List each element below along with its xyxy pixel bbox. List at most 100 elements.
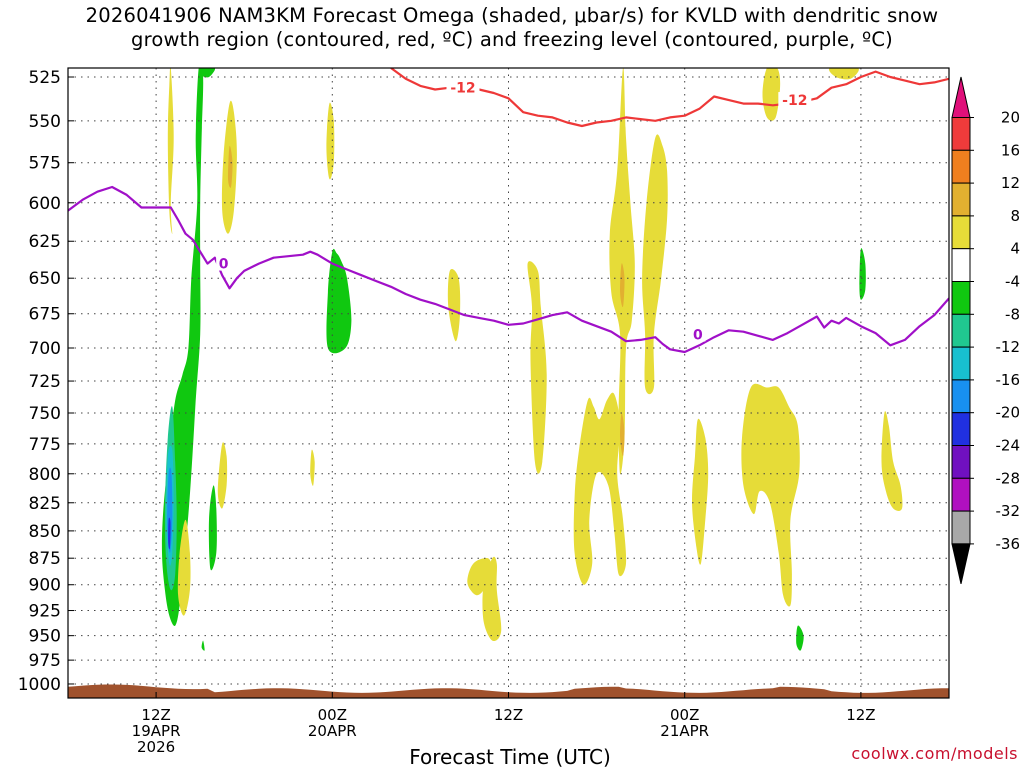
colorbar-bin (951, 379, 971, 414)
colorbar-bin (951, 477, 971, 512)
y-tick-label: 675 (29, 305, 61, 325)
terrain-fill (68, 684, 949, 698)
y-tick-label: 550 (29, 112, 61, 132)
y-tick-label: 625 (29, 232, 61, 252)
freezing-level-label-bg (690, 326, 706, 342)
y-tick-label: 950 (29, 627, 61, 647)
colorbar-bin (951, 215, 971, 250)
colorbar-label: 20 (1001, 109, 1020, 127)
colorbar-label: -4 (1005, 273, 1020, 291)
y-tick-label: 825 (29, 494, 61, 514)
omega-shading (161, 68, 903, 651)
omega-region (573, 392, 627, 585)
omega-region (620, 263, 625, 308)
x-tick-label: 00Z (318, 706, 347, 724)
credit-text: coolwx.com/models (851, 744, 1018, 763)
omega-region (227, 145, 233, 188)
y-tick-label: 1000 (18, 675, 61, 695)
colorbar-bin (951, 281, 971, 315)
colorbar-top-arrow (951, 76, 971, 118)
y-tick-label: 850 (29, 522, 61, 542)
omega-region (217, 442, 228, 509)
colorbar-bin (951, 149, 971, 184)
omega-region (168, 517, 171, 550)
y-tick-label: 900 (29, 576, 61, 596)
dgz-minus12-label: -12 (450, 81, 475, 97)
colorbar-label: 8 (1010, 207, 1020, 225)
colorbar-bin (951, 346, 971, 381)
freezing-level-label-bg (216, 255, 232, 271)
freezing-level-label: 0 (219, 257, 229, 273)
y-tick-label: 525 (29, 68, 61, 88)
omega-region (208, 485, 217, 571)
dgz-minus12-label-bg (778, 92, 812, 108)
y-tick-label: 700 (29, 339, 61, 359)
y-tick-label: 800 (29, 465, 61, 485)
ground-fill (68, 684, 949, 698)
colorbar-bottom-arrow (951, 543, 971, 585)
dgz-minus12-line (390, 68, 949, 128)
y-tick-label: 925 (29, 602, 61, 622)
x-tick-label: 12Z (846, 706, 875, 724)
x-tick-label: 12Z (141, 706, 170, 724)
omega-region (620, 412, 625, 457)
colorbar-bin (951, 117, 971, 151)
omega-region (881, 411, 903, 511)
colorbar-label: -16 (996, 371, 1021, 389)
colorbar-label: 4 (1010, 240, 1020, 258)
freezing-level-line (68, 185, 949, 354)
omega-region (177, 519, 191, 616)
colorbar-label: -24 (996, 437, 1021, 455)
omega-region (642, 134, 668, 395)
colorbar-bin (951, 248, 971, 282)
x-tick-label: 00Z (670, 706, 699, 724)
dgz-minus12-label-bg (446, 79, 480, 95)
y-tick-label: 875 (29, 549, 61, 569)
colorbar-label: -28 (996, 469, 1021, 487)
x-tick-label: 2026 (137, 738, 175, 756)
colorbar-label: 12 (1001, 174, 1020, 192)
y-tick-label: 575 (29, 154, 61, 174)
x-tick-label: 12Z (494, 706, 523, 724)
gridlines (68, 68, 949, 698)
omega-region (691, 418, 709, 565)
omega-region (828, 68, 859, 80)
dgz-minus12-label: -12 (782, 93, 807, 109)
omega-region (796, 625, 804, 651)
omega-region (762, 68, 781, 121)
omega-region (741, 383, 800, 607)
omega-region (310, 449, 315, 486)
colorbar-label: -36 (996, 535, 1021, 553)
plot-frame (67, 67, 950, 699)
omega-region (199, 68, 216, 78)
y-axis: 525 550 575 600 625 650 675 700 725 750 775 800 825 8… (18, 68, 74, 695)
colorbar-bin (951, 510, 971, 545)
contour-lines: 0 0 -12 -12 (68, 68, 949, 354)
colorbar-label: 16 (1001, 141, 1020, 159)
y-tick-label: 775 (29, 435, 61, 455)
colorbar-label: -32 (996, 502, 1021, 520)
omega-region (326, 248, 352, 354)
x-tick-label: 20APR (308, 722, 357, 740)
colorbar-label: -8 (1005, 305, 1020, 323)
y-tick-label: 650 (29, 269, 61, 289)
colorbar-label: -12 (996, 338, 1021, 356)
omega-region (201, 640, 205, 651)
omega-region (527, 261, 547, 474)
y-tick-label: 600 (29, 194, 61, 214)
y-tick-label: 750 (29, 404, 61, 424)
colorbar-bin (951, 445, 971, 479)
chart-title: 2026041906 NAM3KM Forecast Omega (shaded… (0, 4, 1024, 52)
y-tick-label: 725 (29, 372, 61, 392)
omega-region (447, 269, 461, 342)
colorbar-label: -20 (996, 404, 1021, 422)
title-line-1: 2026041906 NAM3KM Forecast Omega (shaded… (85, 4, 939, 27)
colorbar-bin (951, 412, 971, 447)
x-tick-label: 21APR (660, 722, 709, 740)
colorbar: 20 16 12 8 4 -4 -8 -12 -16 -20 -24 -28 -32 -36 (951, 76, 1021, 585)
x-tick-label: 19APR (132, 722, 181, 740)
colorbar-bin (951, 182, 971, 217)
omega-region (167, 68, 174, 234)
